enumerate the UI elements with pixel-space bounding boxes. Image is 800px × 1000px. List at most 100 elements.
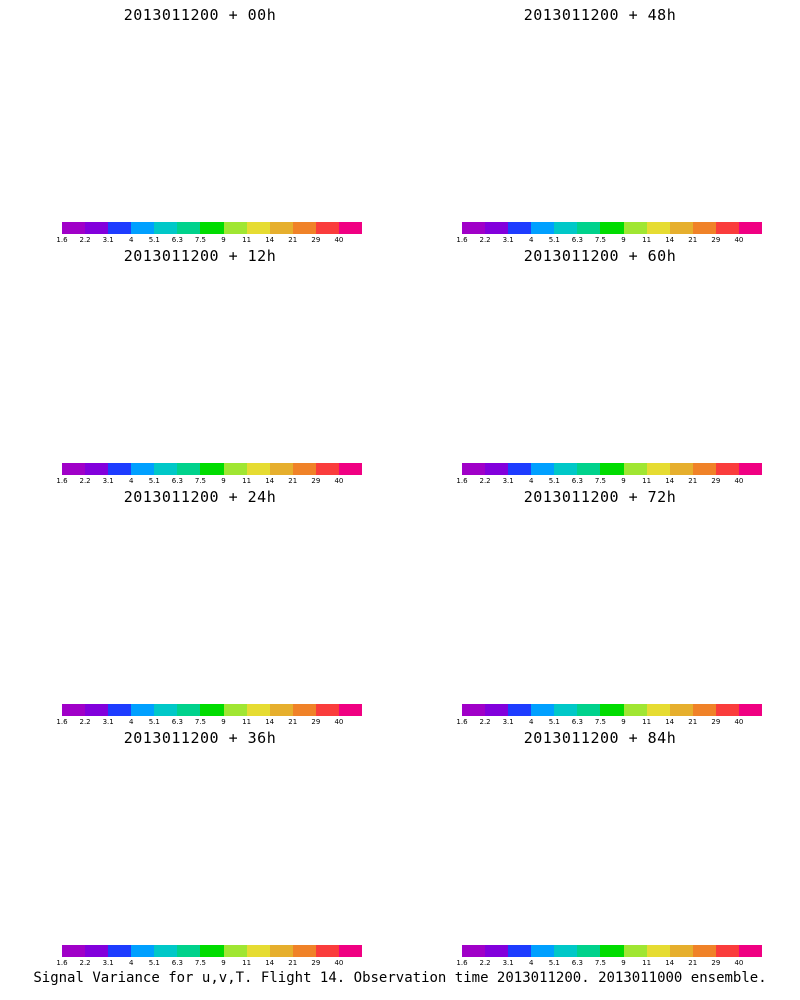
colorbar-ticks: 1.6 2.2 3.1 4 5.1 6.3 7.5 9 11 14 21 29 40 xyxy=(56,718,362,728)
colorbar-tick-label: 7.5 xyxy=(194,477,207,485)
colorbar-swatch xyxy=(85,222,109,234)
colorbar xyxy=(62,222,363,234)
colorbar-tick-label: 4 xyxy=(528,477,534,485)
colorbar-swatch xyxy=(462,222,486,234)
colorbar-swatch xyxy=(646,222,670,234)
colorbar-swatch xyxy=(85,463,109,475)
colorbar-tick-label: 29 xyxy=(311,959,321,967)
colorbar-tick-label: 5.1 xyxy=(148,959,160,967)
colorbar-tick-label: 5.1 xyxy=(548,236,560,244)
colorbar-swatch xyxy=(508,704,532,716)
colorbar-tick-label: 40 xyxy=(334,959,344,967)
colorbar-tick-label: 9 xyxy=(621,236,626,244)
colorbar-tick-label: 14 xyxy=(665,477,675,485)
colorbar-swatch xyxy=(200,704,224,716)
forecast-panel: 2013011200 + 60h 1.6 2.2 3.1 4 5.1 6.3 7.5 9 11 14… xyxy=(400,241,800,485)
colorbar-swatch xyxy=(315,945,339,957)
colorbar-swatch xyxy=(738,704,763,716)
colorbar-tick-label: 5.1 xyxy=(148,477,160,485)
colorbar-ticks: 1.6 2.2 3.1 4 5.1 6.3 7.5 9 11 14 21 29 40 xyxy=(456,236,762,246)
colorbar-swatch xyxy=(338,704,363,716)
colorbar-tick-label: 40 xyxy=(734,959,744,967)
colorbar-tick-label: 29 xyxy=(711,959,721,967)
colorbar xyxy=(462,222,763,234)
colorbar-tick-label: 2.2 xyxy=(479,477,491,485)
colorbar-tick-label: 9 xyxy=(221,236,226,244)
colorbar-tick-label: 11 xyxy=(642,477,652,485)
colorbar-tick-label: 5.1 xyxy=(148,718,160,726)
colorbar-tick-label: 14 xyxy=(665,718,675,726)
variance-map xyxy=(0,723,400,943)
colorbar-swatch xyxy=(531,704,555,716)
colorbar-tick-label: 9 xyxy=(621,477,626,485)
colorbar-swatch xyxy=(223,222,247,234)
colorbar-tick-label: 1.6 xyxy=(456,959,468,967)
colorbar-ticks: 1.6 2.2 3.1 4 5.1 6.3 7.5 9 11 14 21 29 40 xyxy=(56,477,362,487)
colorbar-ticks: 1.6 2.2 3.1 4 5.1 6.3 7.5 9 11 14 21 29 40 xyxy=(456,959,762,969)
colorbar-tick-label: 9 xyxy=(621,718,626,726)
colorbar-tick-label: 11 xyxy=(642,959,652,967)
colorbar-tick-label: 9 xyxy=(621,959,626,967)
colorbar xyxy=(462,463,763,475)
colorbar xyxy=(62,463,363,475)
colorbar-tick-label: 1.6 xyxy=(56,718,68,726)
colorbar-tick-label: 5.1 xyxy=(548,477,560,485)
colorbar-swatch xyxy=(62,945,86,957)
colorbar-tick-label: 11 xyxy=(242,236,252,244)
colorbar-swatch xyxy=(246,463,270,475)
colorbar-tick-label: 21 xyxy=(288,718,298,726)
colorbar-swatch xyxy=(692,463,716,475)
colorbar-tick-label: 2.2 xyxy=(479,236,491,244)
colorbar-tick-label: 9 xyxy=(221,718,226,726)
colorbar-swatch xyxy=(600,945,624,957)
colorbar-tick-label: 21 xyxy=(688,236,698,244)
colorbar-tick-label: 9 xyxy=(221,477,226,485)
figure-caption: Signal Variance for u,v,T. Flight 14. Ob… xyxy=(33,970,767,986)
colorbar-tick-label: 5.1 xyxy=(148,236,160,244)
colorbar-tick-label: 11 xyxy=(642,718,652,726)
colorbar-tick-label: 5.1 xyxy=(548,718,560,726)
colorbar-tick-label: 21 xyxy=(288,477,298,485)
colorbar-swatch xyxy=(154,945,178,957)
colorbar-ticks: 1.6 2.2 3.1 4 5.1 6.3 7.5 9 11 14 21 29 40 xyxy=(56,236,362,246)
colorbar-swatch xyxy=(177,704,201,716)
colorbar-swatch xyxy=(485,704,509,716)
colorbar-tick-label: 6.3 xyxy=(171,718,183,726)
colorbar-swatch xyxy=(623,945,647,957)
colorbar-swatch xyxy=(223,704,247,716)
colorbar-swatch xyxy=(485,222,509,234)
colorbar-swatch xyxy=(531,222,555,234)
colorbar-tick-label: 3.1 xyxy=(502,477,514,485)
panel-title: 2013011200 + 48h xyxy=(523,6,677,24)
colorbar-swatch xyxy=(62,222,86,234)
colorbar-swatch xyxy=(246,222,270,234)
colorbar-tick-label: 1.6 xyxy=(456,477,468,485)
colorbar-tick-label: 14 xyxy=(265,477,275,485)
colorbar-tick-label: 1.6 xyxy=(456,236,468,244)
colorbar-tick-label: 7.5 xyxy=(594,959,607,967)
colorbar-swatch xyxy=(577,463,601,475)
colorbar-swatch xyxy=(715,463,739,475)
colorbar-swatch xyxy=(715,222,739,234)
colorbar xyxy=(62,704,363,716)
colorbar-swatch xyxy=(131,945,155,957)
colorbar-tick-label: 6.3 xyxy=(171,477,183,485)
colorbar-swatch xyxy=(646,945,670,957)
forecast-panel: 2013011200 + 36h 1.6 2.2 3.1 4 5.1 6.3 7.5 9 11 14… xyxy=(0,723,400,967)
forecast-panel: 2013011200 + 72h 1.6 2.2 3.1 4 5.1 6.3 7.5 9 11 14… xyxy=(400,482,800,726)
variance-map xyxy=(400,723,800,943)
colorbar-tick-label: 14 xyxy=(265,236,275,244)
colorbar-swatch xyxy=(600,222,624,234)
colorbar-swatch xyxy=(462,463,486,475)
colorbar-tick-label: 4 xyxy=(528,236,534,244)
colorbar-tick-label: 11 xyxy=(642,236,652,244)
panel-title: 2013011200 + 00h xyxy=(123,6,277,24)
colorbar-swatch xyxy=(131,463,155,475)
colorbar-tick-label: 21 xyxy=(288,959,298,967)
colorbar-swatch xyxy=(554,945,578,957)
colorbar-swatch xyxy=(338,945,363,957)
panel-title: 2013011200 + 72h xyxy=(523,488,677,506)
colorbar-tick-label: 6.3 xyxy=(571,718,583,726)
panel-title: 2013011200 + 24h xyxy=(123,488,277,506)
variance-map xyxy=(400,241,800,461)
